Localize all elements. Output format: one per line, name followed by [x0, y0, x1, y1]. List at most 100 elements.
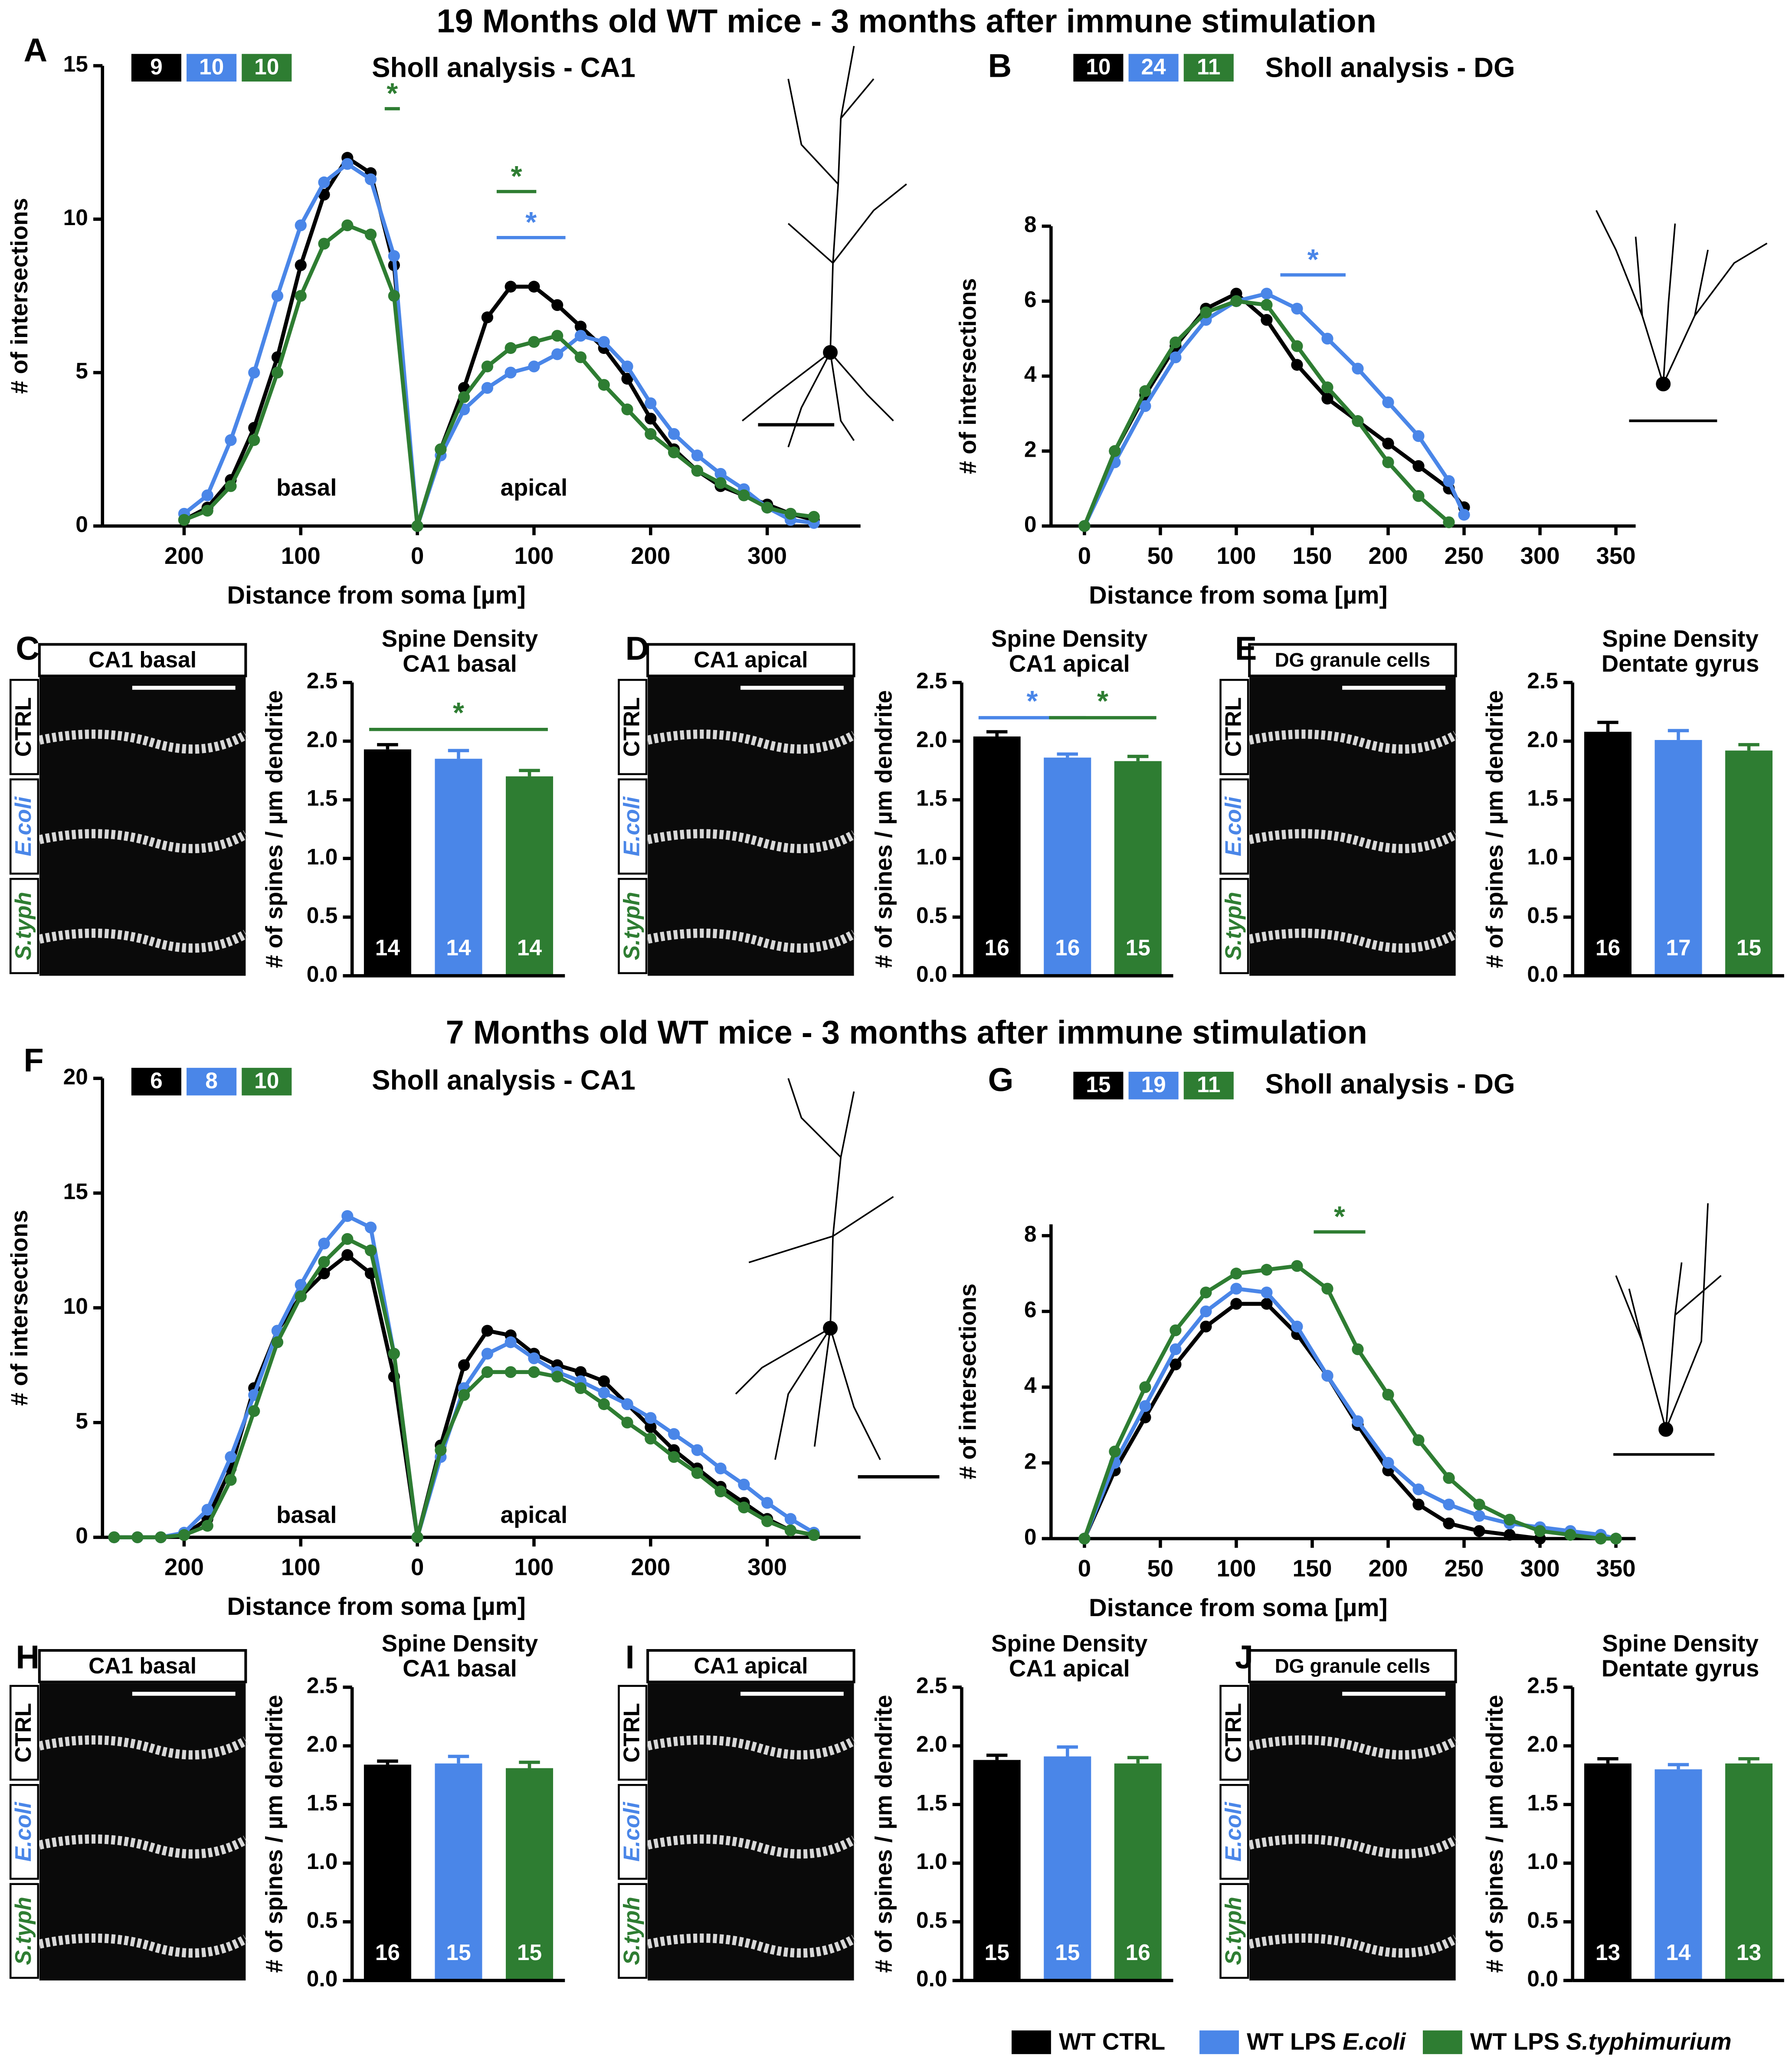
data-point: [225, 1474, 237, 1486]
y-tick-label: 2.5: [307, 668, 338, 693]
row-label: CTRL: [619, 697, 644, 756]
row-label-box: [9, 778, 39, 875]
neuron-drawing: [735, 46, 1768, 1479]
dendrite: [38, 730, 248, 754]
data-point: [481, 1325, 494, 1337]
legend-swatch: [1199, 2030, 1239, 2054]
n-label: 16: [375, 1940, 400, 1965]
y-tick-label: 2.5: [916, 1673, 947, 1698]
x-tick-label: 100: [281, 1554, 321, 1580]
data-point: [1443, 1499, 1455, 1511]
chart-title: Spine Density: [1602, 625, 1759, 652]
data-point: [1534, 1525, 1546, 1537]
significance-star: *: [511, 160, 522, 193]
n-label: 15: [1055, 1940, 1080, 1965]
y-axis-label: # of spines / µm dendrite: [871, 1695, 897, 1973]
chart-subtitle: CA1 apical: [1009, 651, 1130, 677]
data-point: [341, 219, 354, 232]
row-label: E.coli: [10, 796, 36, 856]
bar: [1114, 1763, 1162, 1981]
n-label: 15: [1736, 935, 1761, 960]
dendrite: [646, 1735, 856, 1760]
y-tick-label: 0.5: [1527, 903, 1558, 928]
data-point: [201, 1504, 213, 1516]
panel-letter: I: [626, 1639, 635, 1676]
y-tick-label: 2.0: [1527, 1731, 1558, 1757]
y-tick-label: 1.0: [307, 844, 338, 869]
data-point: [178, 514, 190, 526]
n-box: [1073, 54, 1124, 82]
x-tick-label: 0: [1078, 1555, 1091, 1581]
row-label-box: [1219, 1784, 1249, 1880]
n-label: 14: [517, 935, 542, 960]
data-point: [738, 489, 750, 501]
annotation: apical: [501, 1502, 568, 1528]
row-label-box: [1219, 1685, 1249, 1781]
row-label: S.typh: [1221, 1897, 1246, 1965]
data-point: [1382, 1457, 1394, 1469]
y-tick-label: 5: [75, 1408, 88, 1433]
micrograph: [648, 677, 854, 976]
dendrite: [38, 1735, 248, 1760]
data-point: [1261, 299, 1273, 311]
legend-swatch: [1422, 2030, 1462, 2054]
data-point: [201, 504, 213, 517]
x-tick-label: 300: [1520, 543, 1560, 569]
y-tick-label: 1.0: [916, 1849, 947, 1874]
data-point: [645, 1412, 657, 1424]
n-label: 17: [1666, 935, 1690, 960]
data-point: [411, 1531, 423, 1543]
y-axis-label: # of spines / µm dendrite: [1481, 690, 1508, 968]
y-axis-label: # of spines / µm dendrite: [261, 690, 287, 968]
data-point: [481, 360, 494, 373]
data-point: [621, 403, 633, 416]
significance-star: *: [525, 206, 537, 239]
y-tick-label: 1.5: [307, 1790, 338, 1815]
bar: [1044, 757, 1091, 976]
row-label-box: [1219, 778, 1249, 875]
bar: [435, 1763, 482, 1981]
row-label: S.typh: [10, 1897, 36, 1965]
data-point: [505, 1336, 517, 1348]
data-point: [505, 1366, 517, 1378]
data-point: [411, 520, 423, 532]
data-point: [1352, 415, 1364, 427]
y-tick-label: 1.0: [1527, 844, 1558, 869]
y-tick-label: 2.5: [916, 668, 947, 693]
bar: [435, 759, 482, 976]
chart-title: Spine Density: [991, 625, 1148, 652]
n-label: 11: [1197, 1072, 1220, 1097]
y-axis-label: # of spines / µm dendrite: [871, 690, 897, 968]
x-tick-label: 0: [1078, 543, 1091, 569]
row-label-box: [618, 679, 648, 776]
data-point: [598, 1387, 610, 1399]
x-tick-label: 200: [631, 543, 670, 569]
data-point: [364, 1221, 377, 1234]
row-label-box: [618, 778, 648, 875]
data-point: [271, 290, 284, 302]
n-box: [1128, 54, 1179, 82]
data-point: [1230, 1267, 1242, 1280]
y-tick-label: 2.0: [1527, 727, 1558, 752]
data-point: [738, 1478, 750, 1491]
data-point: [458, 1389, 470, 1401]
x-tick-label: 200: [164, 543, 204, 569]
n-box: [131, 54, 181, 82]
data-point: [574, 1366, 587, 1378]
data-point: [505, 342, 517, 354]
dendrite: [38, 1834, 248, 1859]
x-tick-label: 250: [1445, 543, 1484, 569]
data-point: [225, 1451, 237, 1463]
micrograph-title-box: [38, 1649, 247, 1683]
data-point: [481, 311, 494, 324]
data-point: [1109, 1445, 1121, 1458]
data-point: [1291, 340, 1303, 352]
data-point: [248, 1405, 260, 1417]
data-point: [574, 1382, 587, 1394]
x-axis-label: Distance from soma [µm]: [1089, 582, 1388, 609]
data-point: [1595, 1532, 1607, 1545]
n-label: 8: [205, 1068, 218, 1093]
data-point: [598, 1398, 610, 1411]
data-point: [178, 1529, 190, 1541]
data-point: [1109, 445, 1121, 457]
